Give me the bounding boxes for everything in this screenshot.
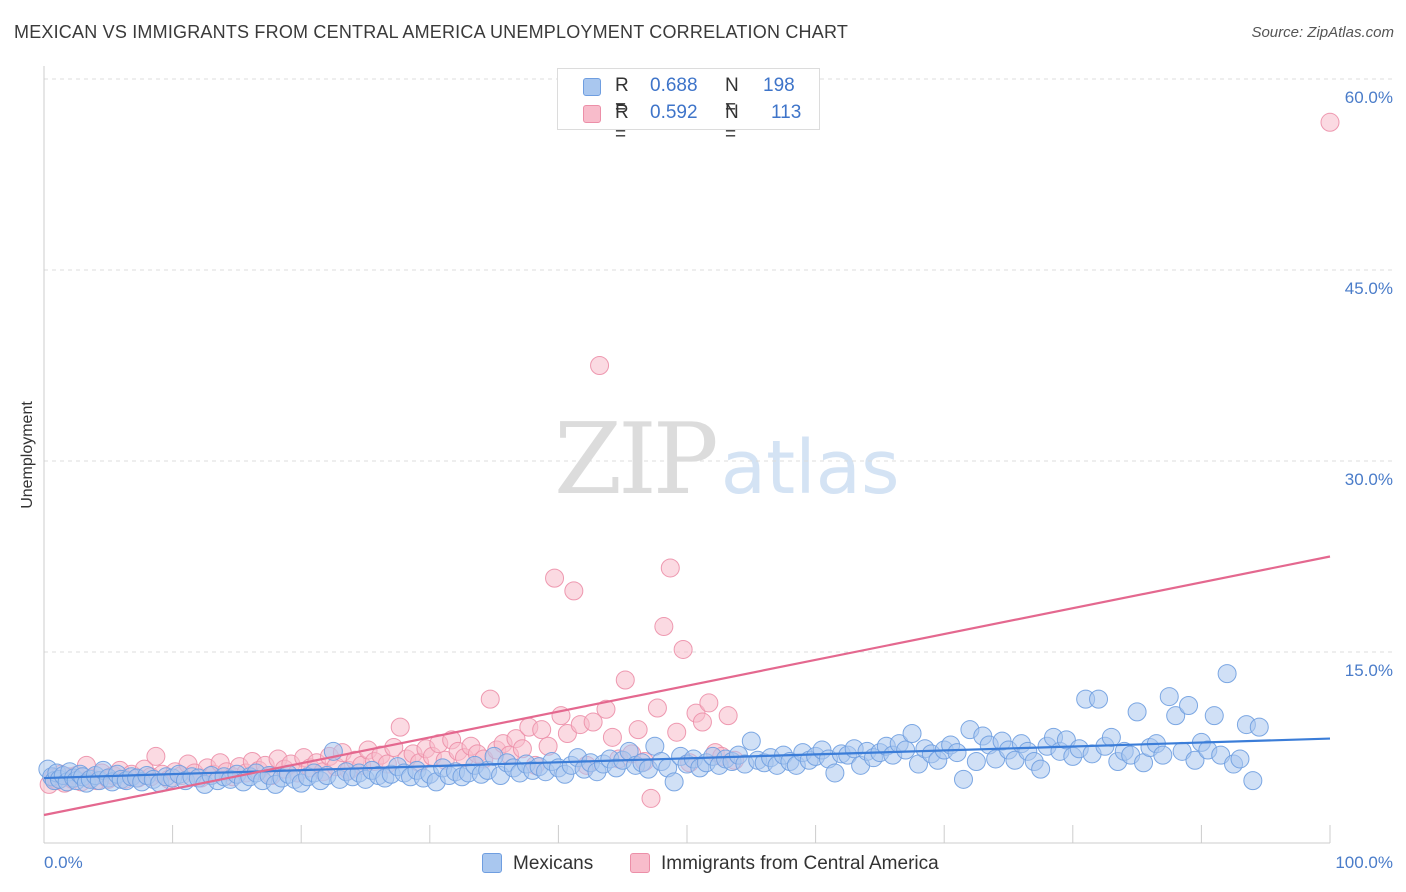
data-point: [660, 558, 680, 578]
y-axis-label: Unemployment: [19, 401, 36, 509]
data-point: [647, 698, 667, 718]
data-point: [641, 788, 661, 808]
data-point: [947, 743, 967, 763]
data-point: [1230, 749, 1250, 769]
series-legend: Mexicans Immigrants from Central America: [0, 852, 1406, 878]
x-tick-label: 0.0%: [44, 853, 83, 872]
legend-label-immigrants: Immigrants from Central America: [661, 853, 939, 874]
chart-title: MEXICAN VS IMMIGRANTS FROM CENTRAL AMERI…: [14, 22, 849, 42]
mexicans-points: [38, 664, 1269, 794]
data-point: [1031, 759, 1051, 779]
data-point: [664, 772, 684, 792]
data-point: [1249, 717, 1269, 737]
data-point: [628, 720, 648, 740]
data-point: [692, 712, 712, 732]
data-point: [654, 617, 674, 637]
r-value: 0.688: [650, 75, 698, 96]
y-tick-label: 60.0%: [1344, 88, 1393, 107]
data-point: [532, 720, 552, 740]
grid-lines: [44, 78, 1392, 653]
n-value: 198: [763, 75, 795, 96]
data-point: [602, 727, 622, 747]
legend-swatch: [583, 78, 601, 96]
n-value: 113: [771, 102, 802, 123]
data-point: [1179, 695, 1199, 715]
data-point: [390, 717, 410, 737]
data-point: [146, 746, 166, 766]
data-point: [1101, 727, 1121, 747]
trend-lines: [43, 555, 1331, 817]
data-point: [1166, 706, 1186, 726]
n-label: N =: [725, 75, 739, 118]
immigrants-points: [39, 112, 1340, 808]
data-point: [596, 699, 616, 719]
data-point: [545, 568, 565, 588]
source-label: Source: ZipAtlas.com: [1251, 24, 1394, 41]
trend-line-immigrants: [43, 555, 1331, 817]
correlation-legend: R = 0.688 N = 198 R = 0.592 N = 113: [557, 68, 820, 145]
data-point: [718, 706, 738, 726]
r-label: R =: [615, 102, 629, 145]
data-point: [1185, 750, 1205, 770]
r-value: 0.592: [650, 102, 698, 123]
data-point: [966, 752, 986, 772]
y-tick-label: 45.0%: [1344, 279, 1393, 298]
data-point: [1243, 771, 1263, 791]
data-point: [741, 731, 761, 751]
data-point: [673, 639, 693, 659]
watermark: ZIPatlas: [554, 403, 900, 517]
watermark-zip: ZIP: [554, 403, 719, 517]
data-point: [1217, 664, 1237, 684]
data-point: [480, 689, 500, 709]
x-tick-label: 100.0%: [1335, 853, 1393, 872]
data-point: [953, 769, 973, 789]
data-point: [667, 722, 687, 742]
data-point: [583, 712, 603, 732]
legend-swatch-mexicans: [482, 853, 502, 873]
data-point: [1159, 687, 1179, 707]
legend-label-mexicans: Mexicans: [513, 853, 594, 874]
y-tick-label: 30.0%: [1344, 470, 1393, 489]
data-point: [590, 356, 610, 375]
legend-swatch-immigrants: [630, 853, 650, 873]
data-point: [1089, 689, 1109, 709]
legend-swatch: [583, 105, 601, 123]
data-point: [1320, 112, 1340, 132]
data-point: [1127, 702, 1147, 722]
watermark-atlas: atlas: [720, 425, 900, 511]
data-point: [902, 723, 922, 743]
data-point: [825, 763, 845, 783]
axes: [43, 66, 1331, 844]
data-point: [896, 740, 916, 760]
data-point: [1153, 745, 1173, 765]
r-label: R =: [615, 75, 629, 118]
data-point: [699, 693, 719, 713]
y-tick-label: 15.0%: [1344, 661, 1393, 680]
data-point: [1204, 706, 1224, 726]
data-point: [564, 581, 584, 601]
n-label: N =: [725, 102, 739, 145]
data-point: [615, 670, 635, 690]
